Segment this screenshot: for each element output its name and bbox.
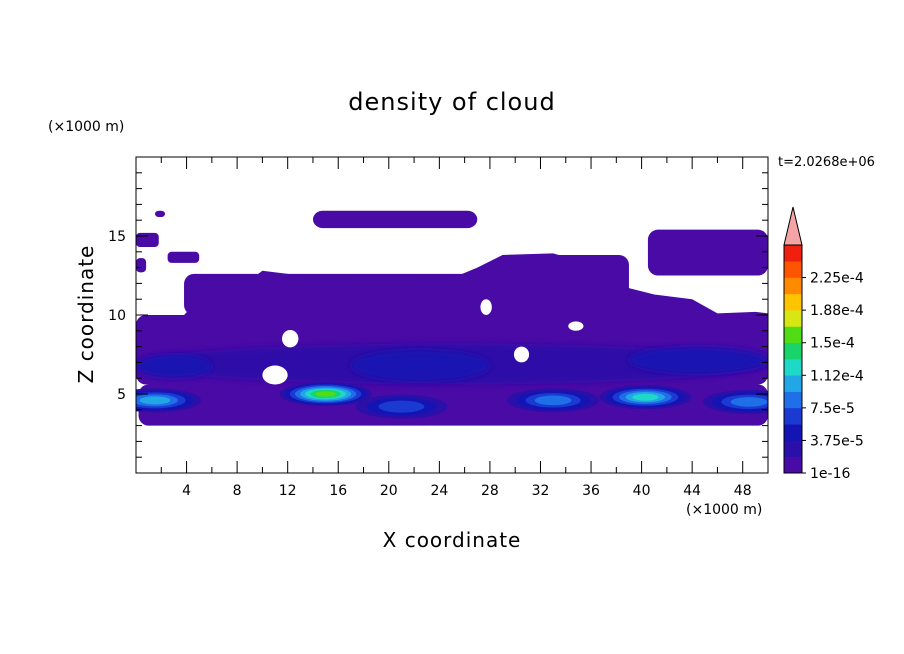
- colorbar-swatch: [784, 391, 802, 409]
- colorbar-swatch: [784, 326, 802, 344]
- colorbar-swatch: [784, 245, 802, 262]
- cloud-patch: [136, 258, 147, 273]
- density-contour: [632, 393, 659, 401]
- colorbar-label: 2.25e-4: [810, 271, 864, 287]
- colorbar-label: 1.12e-4: [810, 368, 864, 384]
- x-axis-unit: (×1000 m): [686, 502, 763, 518]
- density-contour: [534, 395, 572, 406]
- colorbar-border: [783, 244, 803, 474]
- x-tick-label: 32: [532, 483, 550, 499]
- colorbar-swatch: [784, 310, 802, 327]
- cloud-region: [647, 229, 768, 276]
- cloud-top-region: [184, 253, 768, 331]
- x-tick-label: 16: [329, 483, 347, 499]
- colorbar-swatch: [784, 456, 802, 474]
- colorbar-swatch: [784, 277, 802, 295]
- cloud-patch: [154, 210, 166, 218]
- chart-title: density of cloud: [348, 88, 556, 116]
- clear-air-gap: [249, 229, 377, 234]
- colorbar-label: 7.5e-5: [810, 401, 855, 417]
- x-tick-label: 48: [734, 483, 752, 499]
- colorbar-swatch: [784, 261, 802, 278]
- x-tick-label: 36: [582, 483, 600, 499]
- x-axis-label: X coordinate: [382, 528, 522, 552]
- x-tick-label: 8: [233, 483, 242, 499]
- density-band: [136, 354, 212, 379]
- colorbar-swatch: [784, 440, 802, 458]
- colorbar: 1e-16 3.75e-5 7.5e-5 1.12e-4 1.5e-4 1.88e-4 2.…: [783, 206, 864, 482]
- clear-air-gap: [281, 330, 299, 348]
- y-tick-label: 15: [108, 229, 126, 245]
- cloud-density-field: [136, 210, 768, 426]
- colorbar-swatch: [784, 424, 802, 441]
- colorbar-label: 1e-16: [810, 466, 850, 482]
- x-tick-label: 24: [430, 483, 448, 499]
- clear-air-gap: [480, 299, 492, 315]
- colorbar-swatch: [784, 342, 802, 360]
- colorbar-swatch: [784, 375, 802, 392]
- density-band: [628, 346, 768, 374]
- clear-air-gap: [513, 346, 530, 363]
- colorbar-swatch: [784, 359, 802, 376]
- time-stamp: t=2.0268e+06: [778, 155, 875, 170]
- y-axis-label: Z coordinate: [74, 244, 98, 384]
- x-tick-label: 20: [380, 483, 398, 499]
- colorbar-label: 3.75e-5: [810, 433, 864, 449]
- x-tick-label: 4: [182, 483, 191, 499]
- density-contour: [139, 396, 171, 405]
- z-axis-unit: (×1000 m): [48, 119, 125, 135]
- x-tick-label: 40: [633, 483, 651, 499]
- colorbar-label: 1.88e-4: [810, 303, 864, 319]
- density-contour: [730, 397, 768, 407]
- density-contour: [315, 391, 336, 397]
- x-tick-label: 12: [279, 483, 297, 499]
- y-tick-label: 5: [117, 387, 126, 403]
- clear-air-gap: [262, 365, 288, 385]
- density-contour: [378, 400, 425, 413]
- cloud-patch: [136, 232, 159, 248]
- colorbar-label: 1.5e-4: [810, 336, 855, 352]
- colorbar-swatch: [784, 407, 802, 425]
- colorbar-extend-arrow: [783, 206, 803, 246]
- cloud-region: [312, 210, 478, 229]
- cloud-patch: [167, 251, 200, 263]
- x-tick-label: 28: [481, 483, 499, 499]
- colorbar-swatch: [784, 293, 802, 311]
- x-tick-label: 44: [683, 483, 701, 499]
- clear-air-gap: [568, 321, 584, 331]
- density-band: [350, 349, 490, 382]
- y-tick-label: 10: [108, 308, 126, 324]
